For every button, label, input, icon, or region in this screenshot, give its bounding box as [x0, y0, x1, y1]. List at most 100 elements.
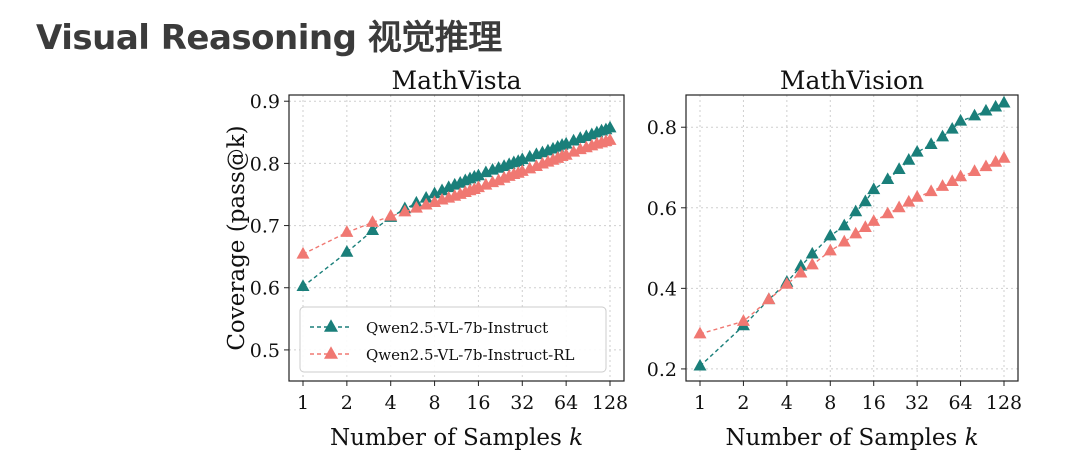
x-tick-label: 8 [824, 392, 836, 414]
x-tick-label: 4 [385, 392, 397, 414]
x-tick-label: 16 [862, 392, 886, 414]
y-tick-label: 0.2 [647, 359, 677, 381]
series-instruct [296, 120, 617, 291]
y-tick-label: 0.4 [647, 278, 677, 300]
x-tick-label: 64 [554, 392, 578, 414]
data-point [858, 194, 872, 207]
data-point [867, 214, 881, 226]
data-point [858, 220, 872, 232]
y-tick-label: 0.6 [647, 198, 677, 220]
series-instruct-rl [296, 133, 617, 259]
data-point [340, 225, 354, 237]
data-point [780, 277, 794, 289]
x-axis-label: Number of Samples k [330, 425, 583, 451]
legend-label: Qwen2.5-VL-7b-Instruct [366, 319, 548, 337]
y-tick-label: 0.9 [250, 91, 280, 113]
data-point [936, 179, 950, 191]
x-tick-label: 128 [592, 392, 628, 414]
data-point [428, 186, 442, 199]
page-title: Visual Reasoning 视觉推理 [36, 18, 502, 58]
legend-marker [324, 319, 338, 332]
x-axis-label-text: Number of Samples [330, 425, 569, 451]
chart-title: MathVista [391, 66, 521, 95]
series-line [699, 102, 1005, 367]
data-point [954, 169, 968, 182]
x-tick-label: 64 [948, 392, 972, 414]
data-point [366, 215, 380, 227]
data-point [936, 129, 950, 142]
data-point [881, 172, 895, 185]
data-point [559, 136, 573, 149]
data-point [340, 245, 354, 257]
data-point [989, 155, 1003, 167]
data-point [823, 243, 837, 256]
chart-mathvista: 1 2 4 8 16 32 64 128 0.5 0.6 0.7 0.8 0.9 MathVista Num… [224, 66, 628, 451]
data-point [805, 246, 819, 259]
data-point [997, 150, 1011, 163]
data-point [924, 137, 938, 149]
data-point [559, 148, 573, 160]
data-point [892, 162, 906, 174]
data-point [794, 258, 808, 271]
x-axis-label-var: k [569, 425, 583, 451]
data-point [693, 358, 707, 371]
data-point [823, 228, 837, 241]
series-line [302, 127, 611, 288]
x-axis-label-var: k [965, 425, 979, 451]
x-tick-label: 8 [429, 392, 441, 414]
x-tick-label: 128 [986, 392, 1022, 414]
data-point [384, 208, 398, 221]
legend-box [299, 306, 607, 373]
x-axis-label: Number of Samples k [725, 425, 978, 451]
series-instruct-rl [693, 150, 1011, 339]
data-point [805, 257, 819, 270]
data-point [924, 184, 938, 197]
data-point [945, 121, 959, 134]
y-tick-label: 0.5 [250, 340, 280, 362]
chart-mathvision: 1 2 4 8 16 32 64 128 0.2 0.4 0.6 0.8 MathVision Numbe… [647, 66, 1022, 451]
data-point [867, 182, 881, 195]
y-tick-label: 0.8 [250, 153, 280, 175]
data-point [435, 183, 449, 196]
data-point [979, 103, 993, 116]
plot-frame [288, 94, 625, 382]
y-axis-label: Coverage (pass@k) [224, 125, 250, 350]
data-point [910, 190, 924, 202]
plot-frame [685, 94, 1019, 382]
data-point [989, 99, 1003, 112]
data-point [849, 204, 863, 217]
x-tick-label: 2 [737, 392, 749, 414]
data-point [849, 226, 863, 239]
series-instruct [693, 95, 1011, 371]
data-point [997, 95, 1011, 108]
x-tick-label: 2 [341, 392, 353, 414]
data-point [366, 223, 380, 235]
data-point [837, 218, 851, 231]
data-point [979, 159, 993, 172]
x-axis-label-text: Number of Samples [725, 425, 964, 451]
data-point [419, 190, 433, 203]
data-point [881, 206, 895, 219]
data-point [603, 133, 617, 145]
data-point [693, 326, 707, 339]
x-tick-label: 1 [694, 392, 706, 414]
data-point [398, 204, 412, 217]
data-point [603, 120, 617, 133]
y-tick-label: 0.8 [647, 117, 677, 139]
legend-marker [324, 346, 338, 359]
data-point [296, 279, 310, 291]
data-point [910, 144, 924, 157]
data-point [296, 246, 310, 259]
data-point [762, 292, 776, 305]
data-point [794, 265, 808, 278]
data-point [954, 113, 968, 126]
data-point [968, 164, 982, 176]
data-point [409, 200, 423, 213]
x-tick-label: 16 [466, 392, 490, 414]
y-tick-label: 0.7 [250, 216, 280, 238]
y-tick-label: 0.6 [250, 278, 280, 300]
data-point [837, 234, 851, 247]
x-tick-label: 4 [781, 392, 793, 414]
data-point [736, 314, 750, 326]
